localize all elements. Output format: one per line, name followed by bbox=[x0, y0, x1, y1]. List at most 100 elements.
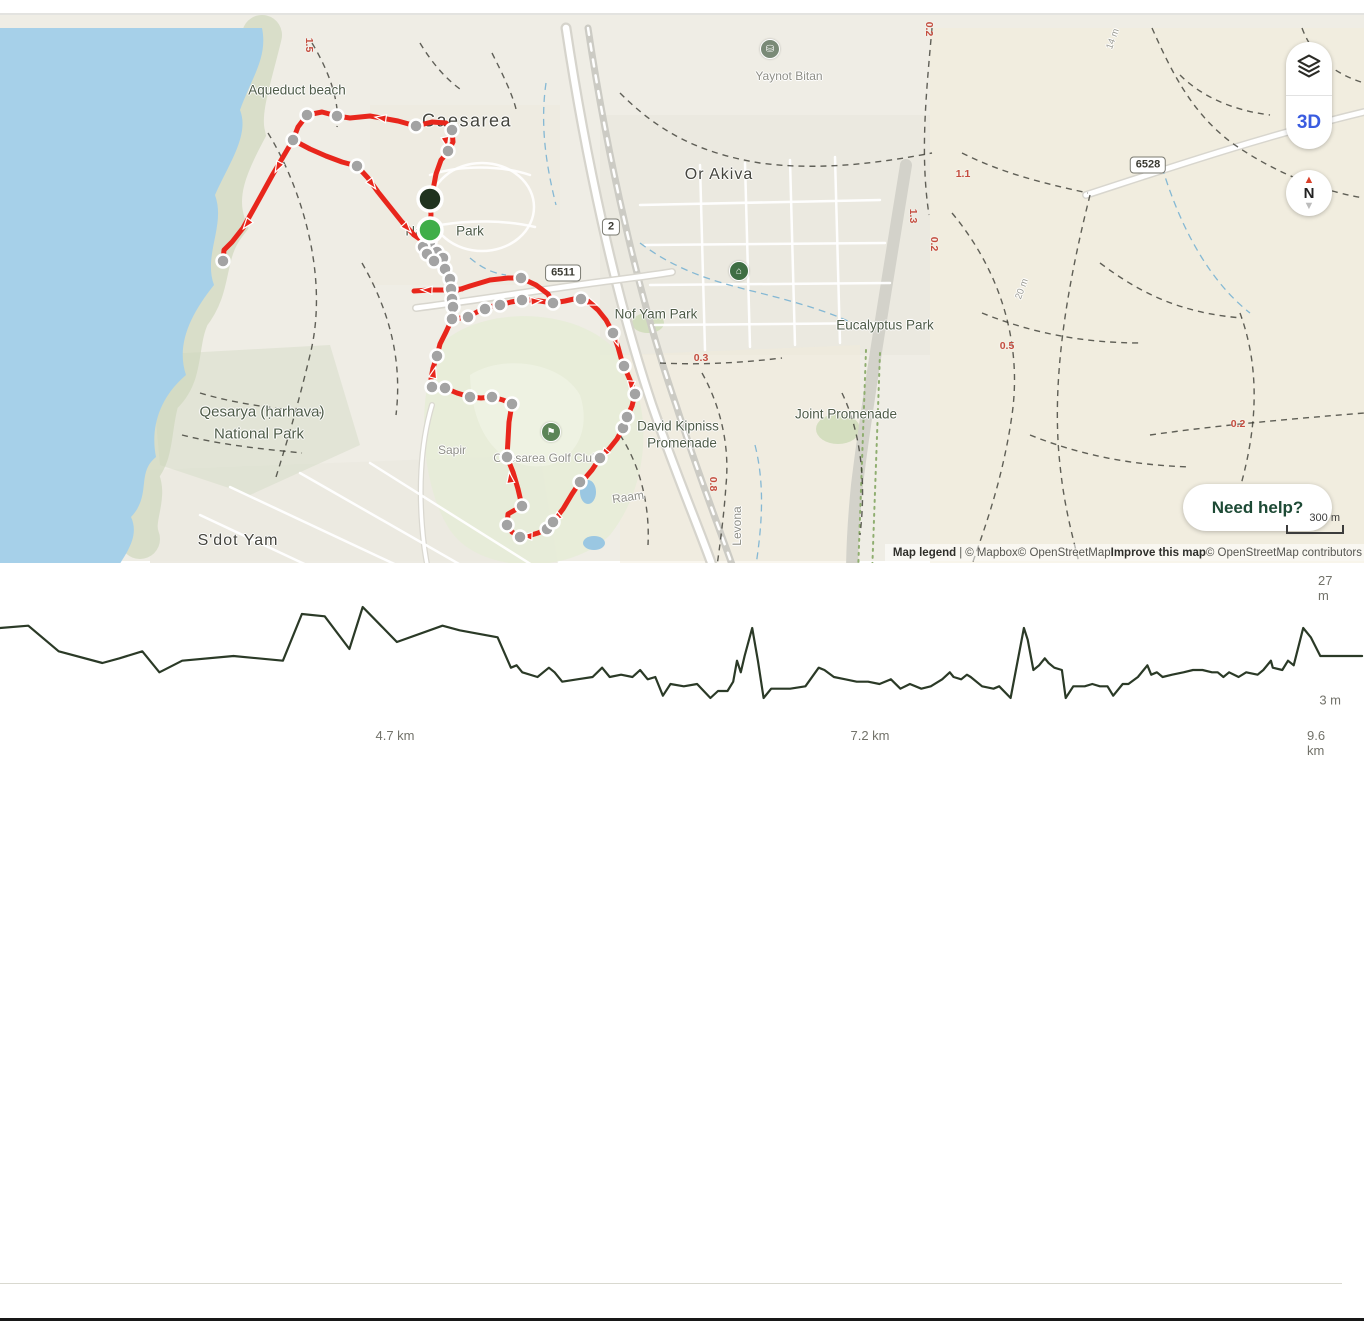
route-waypoint[interactable] bbox=[408, 118, 424, 134]
trail-path bbox=[1056, 194, 1091, 563]
route-waypoint[interactable] bbox=[545, 295, 561, 311]
basemap-shape bbox=[438, 220, 537, 229]
trail-path bbox=[1149, 412, 1364, 436]
route-waypoint[interactable] bbox=[329, 108, 345, 124]
route-waypoint[interactable] bbox=[349, 158, 365, 174]
route-waypoint[interactable] bbox=[513, 270, 529, 286]
basemap-shape bbox=[643, 241, 887, 247]
stream-path bbox=[469, 257, 507, 276]
trail-path bbox=[619, 434, 649, 546]
elevation-profile[interactable] bbox=[0, 561, 1364, 1321]
route-start-marker[interactable] bbox=[416, 216, 444, 244]
trail-path bbox=[1099, 262, 1243, 319]
route-waypoint[interactable] bbox=[512, 529, 528, 545]
route-waypoint[interactable] bbox=[572, 474, 588, 490]
route-waypoint[interactable] bbox=[504, 396, 520, 412]
route-waypoint[interactable] bbox=[514, 498, 530, 514]
route-waypoint[interactable] bbox=[429, 348, 445, 364]
layers-button[interactable] bbox=[1286, 42, 1332, 95]
route-waypoint[interactable] bbox=[460, 309, 476, 325]
home-icon: ⌂ bbox=[729, 261, 749, 281]
map-scale: 300 m bbox=[1240, 512, 1344, 534]
route-waypoint[interactable] bbox=[444, 122, 460, 138]
map-canvas[interactable]: Aqueduct beach Caesarea Or Akiva S'dot Yam Q… bbox=[0, 13, 1364, 563]
route-waypoint[interactable] bbox=[545, 514, 561, 530]
trail-path bbox=[419, 42, 461, 90]
trail-path bbox=[961, 152, 1089, 194]
map-label: Sapir bbox=[437, 443, 467, 457]
route-waypoint[interactable] bbox=[627, 386, 643, 402]
basemap-shape bbox=[228, 485, 396, 563]
basemap-shape bbox=[620, 345, 860, 563]
route-waypoint[interactable] bbox=[285, 132, 301, 148]
3d-toggle-button[interactable]: 3D bbox=[1286, 95, 1332, 149]
map-label: David Kipniss bbox=[637, 418, 719, 434]
map-label: 0.5 bbox=[999, 340, 1015, 352]
route-waypoint[interactable] bbox=[440, 143, 456, 159]
route-waypoint[interactable] bbox=[299, 107, 315, 123]
basemap-shape bbox=[198, 513, 306, 563]
stream-path bbox=[542, 82, 557, 206]
map-attribution: Map legend | © Mapbox © OpenStreetMap Im… bbox=[884, 544, 1364, 561]
basemap-shape bbox=[638, 198, 882, 207]
route-waypoint[interactable] bbox=[444, 311, 460, 327]
trail-path bbox=[659, 357, 783, 365]
route-waypoint[interactable] bbox=[492, 297, 508, 313]
compass-down-icon: ▼ bbox=[1303, 199, 1315, 212]
osm-link[interactable]: © OpenStreetMap bbox=[1017, 546, 1111, 559]
trail-path bbox=[701, 372, 728, 563]
route-waypoint[interactable] bbox=[605, 325, 621, 341]
route-waypoint[interactable] bbox=[499, 517, 515, 533]
basemap-shape bbox=[150, 345, 360, 495]
route-waypoint[interactable] bbox=[484, 389, 500, 405]
basemap-shape bbox=[743, 161, 752, 349]
trail-path bbox=[841, 392, 864, 536]
osm-contributors-link[interactable]: © OpenStreetMap contributors bbox=[1205, 546, 1362, 559]
route-waypoint[interactable] bbox=[616, 358, 632, 374]
route-waypoint[interactable] bbox=[426, 253, 442, 269]
basemap-shape bbox=[846, 159, 912, 563]
map-legend-link[interactable]: Map legend bbox=[892, 546, 957, 559]
y-axis-tick-label: 27 m bbox=[1318, 573, 1333, 603]
trail-path bbox=[1151, 27, 1364, 199]
route-waypoint[interactable] bbox=[462, 389, 478, 405]
route-waypoint[interactable] bbox=[437, 380, 453, 396]
trail-path bbox=[981, 312, 1143, 344]
route-direction-arrow bbox=[529, 296, 544, 307]
basemap-shape bbox=[418, 403, 434, 563]
map-control-group: 3D bbox=[1286, 42, 1332, 149]
basemap-shape bbox=[600, 115, 930, 355]
map-label: Nof Yam Park bbox=[614, 306, 698, 322]
trail-path bbox=[923, 27, 933, 216]
stream-path bbox=[754, 444, 763, 563]
map-label: Caesarea bbox=[421, 110, 513, 131]
trail-path bbox=[491, 52, 517, 110]
route-direction-arrow bbox=[364, 176, 377, 191]
route-waypoint[interactable] bbox=[477, 301, 493, 317]
stream-path bbox=[639, 242, 853, 324]
route-end-marker[interactable] bbox=[416, 185, 444, 213]
map-label: Eucalyptus Park bbox=[836, 317, 934, 333]
route-overlay bbox=[215, 107, 643, 545]
route-waypoint[interactable] bbox=[424, 379, 440, 395]
trail-path bbox=[199, 392, 323, 414]
route-waypoint[interactable] bbox=[619, 409, 635, 425]
mapbox-link[interactable]: © Mapbox bbox=[965, 546, 1018, 559]
map-label: National Park bbox=[213, 425, 305, 443]
route-waypoint[interactable] bbox=[215, 253, 231, 269]
map-label: 1.1 bbox=[955, 168, 971, 180]
compass-button[interactable]: ▲ N ▼ bbox=[1286, 170, 1332, 216]
improve-map-link[interactable]: Improve this map bbox=[1110, 546, 1206, 559]
route-waypoint[interactable] bbox=[514, 292, 530, 308]
trail-path bbox=[361, 262, 399, 416]
route-waypoint[interactable] bbox=[573, 291, 589, 307]
basemap-shape bbox=[298, 471, 460, 563]
map-label: Or Akiva bbox=[684, 166, 754, 183]
route-waypoint[interactable] bbox=[592, 450, 608, 466]
basemap-shape bbox=[413, 269, 675, 311]
trail-path bbox=[1179, 74, 1271, 116]
need-help-button[interactable]: Need help? bbox=[1183, 484, 1332, 531]
map-label: 0.3 bbox=[693, 352, 709, 364]
route-waypoint[interactable] bbox=[499, 449, 515, 465]
map-background bbox=[0, 15, 1364, 563]
